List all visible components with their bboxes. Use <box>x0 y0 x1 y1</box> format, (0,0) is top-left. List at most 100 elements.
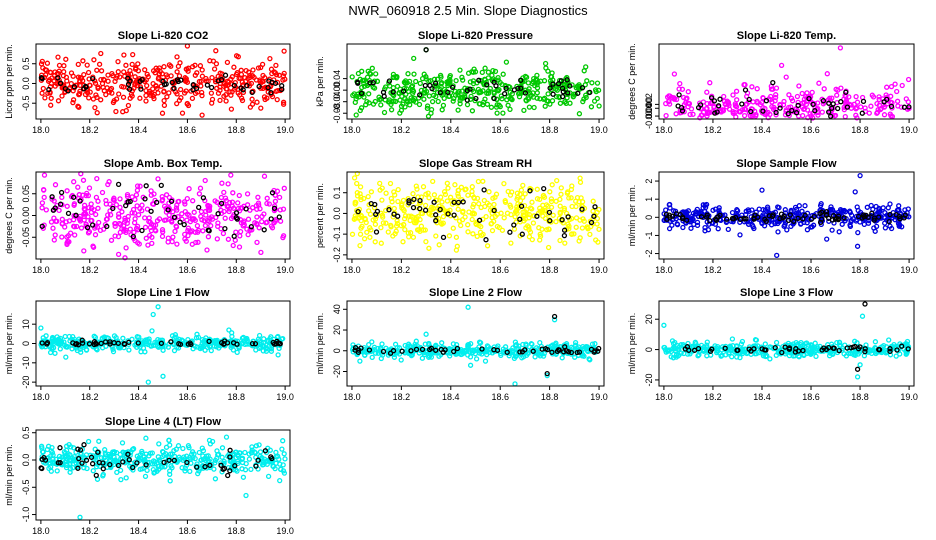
data-point <box>572 354 578 360</box>
data-point <box>395 186 401 193</box>
data-point <box>147 232 153 239</box>
data-point <box>828 113 834 119</box>
data-point <box>199 67 205 73</box>
data-point <box>510 345 516 351</box>
y-tick-label: 0.5 <box>21 57 31 70</box>
data-point <box>553 198 559 204</box>
data-point <box>434 76 441 82</box>
data-point <box>437 72 444 79</box>
data-point <box>683 220 689 226</box>
data-point <box>522 191 528 197</box>
data-point <box>447 72 453 79</box>
data-point <box>484 200 490 206</box>
data-point <box>554 87 560 93</box>
data-point <box>143 235 149 241</box>
data-point <box>261 94 268 100</box>
data-point <box>268 216 274 222</box>
data-point <box>127 198 133 205</box>
data-point <box>526 226 532 233</box>
data-point <box>569 203 575 210</box>
data-point <box>841 104 847 110</box>
y-tick-label: 0.00 <box>21 207 31 225</box>
data-point <box>115 214 122 220</box>
data-point <box>215 78 221 84</box>
data-point <box>44 60 51 66</box>
data-point <box>553 93 560 100</box>
data-point <box>223 98 229 104</box>
y-axis-label: ml/min per min. <box>4 444 14 506</box>
data-point <box>838 85 844 91</box>
data-point <box>219 340 225 346</box>
data-point <box>784 227 790 233</box>
data-point <box>202 177 208 184</box>
data-point <box>171 347 178 354</box>
data-point <box>110 197 117 203</box>
data-point <box>545 91 551 97</box>
data-point <box>893 353 899 359</box>
data-point <box>523 97 529 103</box>
data-point <box>195 334 202 341</box>
data-point <box>86 185 93 191</box>
data-point <box>481 81 487 87</box>
data-point <box>51 237 57 243</box>
data-point <box>208 90 215 96</box>
data-point <box>512 214 518 220</box>
data-point <box>852 338 858 344</box>
data-point <box>901 215 907 221</box>
data-point <box>899 224 905 230</box>
data-point <box>226 208 232 215</box>
data-point <box>707 80 713 86</box>
y-axis-label: kPa per min. <box>315 56 325 107</box>
data-point <box>809 89 815 96</box>
data-point <box>264 200 270 207</box>
data-point <box>61 339 67 345</box>
data-point <box>862 301 868 307</box>
data-point <box>56 207 62 214</box>
data-point <box>142 456 148 463</box>
data-point <box>134 223 141 229</box>
data-point <box>121 52 127 58</box>
data-point <box>394 218 400 224</box>
data-point <box>242 449 248 456</box>
data-point <box>269 70 275 77</box>
data-point <box>129 210 135 216</box>
data-point <box>469 184 475 190</box>
data-point <box>733 114 739 120</box>
data-point <box>72 232 78 238</box>
data-point <box>769 99 775 105</box>
data-point <box>161 64 167 70</box>
x-tick-label: 18.2 <box>393 265 411 275</box>
data-point <box>163 444 170 450</box>
plot-frame <box>346 171 605 260</box>
data-point <box>134 334 140 340</box>
data-point <box>485 75 492 81</box>
data-point <box>154 199 160 206</box>
data-point <box>702 224 708 231</box>
data-point <box>116 220 123 227</box>
data-point <box>876 347 882 353</box>
data-point <box>254 214 260 220</box>
data-point <box>704 212 710 218</box>
data-point <box>79 337 85 343</box>
data-point <box>221 93 227 99</box>
data-point <box>479 69 485 76</box>
x-tick-label: 18.0 <box>32 125 50 135</box>
data-point <box>212 79 219 85</box>
data-point <box>513 353 520 359</box>
data-point <box>98 50 104 57</box>
data-point <box>221 189 227 196</box>
data-point <box>762 341 768 347</box>
data-point <box>751 225 757 232</box>
data-point <box>701 344 707 350</box>
data-point <box>465 341 472 348</box>
data-point <box>865 220 872 226</box>
data-point <box>508 240 514 246</box>
data-point <box>476 77 482 83</box>
data-point <box>92 104 98 111</box>
data-point <box>695 353 701 359</box>
data-point <box>81 248 87 254</box>
data-point <box>77 88 83 94</box>
data-point <box>541 350 547 357</box>
